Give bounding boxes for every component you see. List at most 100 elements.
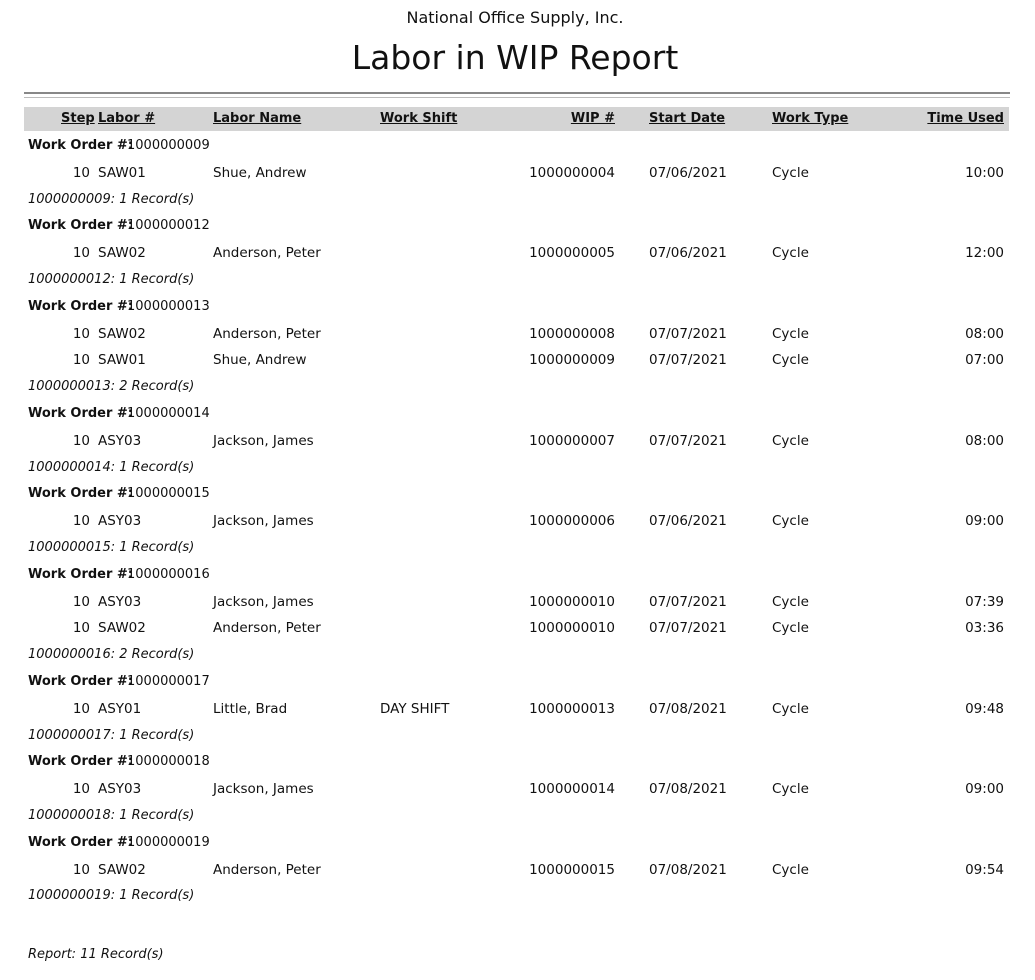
group-footer: 1000000018: 1 Record(s) [0,804,1035,831]
start-date-cell: 07/08/2021 [649,781,727,798]
group-record-count: 1000000014: 1 Record(s) [28,459,195,475]
group-label: Work Order #: [28,754,134,770]
start-date-cell: 07/08/2021 [649,700,727,717]
work-order-number: 1000000018 [127,754,210,770]
start-date-cell: 07/07/2021 [649,325,727,342]
group-footer: 1000000014: 1 Record(s) [0,456,1035,483]
time-used-cell: 07:00 [965,352,1004,369]
table-row: 10 ASY03 Jackson, James 1000000010 07/07/202… [0,590,1035,617]
time-used-cell: 09:00 [965,513,1004,530]
group-header: Work Order #: 1000000019 [0,831,1035,858]
table-row: 10 ASY03 Jackson, James 1000000014 07/08/202… [0,777,1035,804]
col-wip-no: WIP # [570,111,615,126]
group-footer: 1000000013: 2 Record(s) [0,375,1035,402]
labor-no-cell: SAW02 [98,861,146,878]
wip-no-cell: 1000000004 [529,164,615,181]
divider [24,92,1010,94]
table-row: 10 SAW02 Anderson, Peter 1000000015 07/08/20… [0,858,1035,885]
time-used-cell: 12:00 [965,245,1004,262]
time-used-cell: 08:00 [965,325,1004,342]
work-type-cell: Cycle [772,245,809,262]
group-record-count: 1000000017: 1 Record(s) [28,727,195,743]
report-title: Labor in WIP Report [351,38,679,77]
group-record-count: 1000000016: 2 Record(s) [28,647,195,663]
start-date-cell: 07/06/2021 [649,513,727,530]
start-date-cell: 07/07/2021 [649,593,727,610]
work-type-cell: Cycle [772,593,809,610]
labor-name-cell: Jackson, James [213,593,314,610]
labor-name-cell: Little, Brad [213,700,288,717]
group-header: Work Order #: 1000000015 [0,482,1035,509]
labor-name-cell: Shue, Andrew [213,352,307,369]
group-record-count: 1000000015: 1 Record(s) [28,539,195,555]
work-order-number: 1000000019 [127,834,210,850]
table-row: 10 ASY03 Jackson, James 1000000006 07/06/202… [0,509,1035,536]
step-cell: 10 [72,700,90,717]
group-header: Work Order #: 1000000018 [0,750,1035,777]
report-body: Work Order #: 1000000009 10 SAW01 Shue, Andr… [0,134,1035,911]
table-row: 10 SAW02 Anderson, Peter 1000000008 07/07/20… [0,322,1035,349]
group-record-count: 1000000019: 1 Record(s) [28,888,195,904]
group-header: Work Order #: 1000000014 [0,402,1035,429]
group-footer: 1000000016: 2 Record(s) [0,643,1035,670]
table-row: 10 SAW01 Shue, Andrew 1000000004 07/06/2021 C… [0,161,1035,188]
wip-no-cell: 1000000014 [529,781,615,798]
wip-no-cell: 1000000005 [529,245,615,262]
work-type-cell: Cycle [772,513,809,530]
step-cell: 10 [72,861,90,878]
labor-name-cell: Shue, Andrew [213,164,307,181]
labor-no-cell: SAW02 [98,245,146,262]
labor-no-cell: ASY03 [98,432,142,449]
wip-no-cell: 1000000013 [529,700,615,717]
time-used-cell: 03:36 [965,620,1004,637]
time-used-cell: 08:00 [965,432,1004,449]
start-date-cell: 07/07/2021 [649,352,727,369]
col-work-type: Work Type [772,111,849,126]
work-type-cell: Cycle [772,164,809,181]
divider [24,97,1010,98]
col-time-used: Time Used [927,111,1004,126]
work-type-cell: Cycle [772,325,809,342]
group-label: Work Order #: [28,486,134,502]
group-label: Work Order #: [28,566,134,582]
table-row: 10 ASY03 Jackson, James 1000000007 07/07/202… [0,429,1035,456]
group-header: Work Order #: 1000000017 [0,670,1035,697]
work-type-cell: Cycle [772,781,809,798]
col-labor-name: Labor Name [213,111,302,126]
group-header: Work Order #: 1000000012 [0,214,1035,241]
work-order-number: 1000000014 [127,405,210,421]
group-footer: 1000000019: 1 Record(s) [0,884,1035,911]
labor-name-cell: Jackson, James [213,432,314,449]
group-label: Work Order #: [28,218,134,234]
group-header: Work Order #: 1000000016 [0,563,1035,590]
start-date-cell: 07/06/2021 [649,245,727,262]
group-footer: 1000000009: 1 Record(s) [0,188,1035,215]
work-order-number: 1000000017 [127,673,210,689]
table-row: 10 SAW02 Anderson, Peter 1000000010 07/07/20… [0,616,1035,643]
step-cell: 10 [72,245,90,262]
labor-no-cell: SAW01 [98,352,146,369]
group-label: Work Order #: [28,673,134,689]
time-used-cell: 07:39 [965,593,1004,610]
labor-no-cell: ASY03 [98,593,142,610]
time-used-cell: 09:00 [965,781,1004,798]
labor-no-cell: SAW01 [98,164,146,181]
time-used-cell: 09:48 [965,700,1004,717]
time-used-cell: 10:00 [965,164,1004,181]
group-label: Work Order #: [28,405,134,421]
start-date-cell: 07/08/2021 [649,861,727,878]
start-date-cell: 07/07/2021 [649,432,727,449]
group-record-count: 1000000012: 1 Record(s) [28,271,195,287]
step-cell: 10 [72,781,90,798]
col-labor-no: Labor # [98,111,156,126]
step-cell: 10 [72,432,90,449]
group-record-count: 1000000018: 1 Record(s) [28,807,195,823]
company-name: National Office Supply, Inc. [406,8,624,27]
step-cell: 10 [72,513,90,530]
report-total: Report: 11 Record(s) [28,947,164,962]
step-cell: 10 [72,325,90,342]
work-type-cell: Cycle [772,432,809,449]
table-row: 10 SAW02 Anderson, Peter 1000000005 07/06/20… [0,241,1035,268]
group-label: Work Order #: [28,298,134,314]
step-cell: 10 [72,352,90,369]
